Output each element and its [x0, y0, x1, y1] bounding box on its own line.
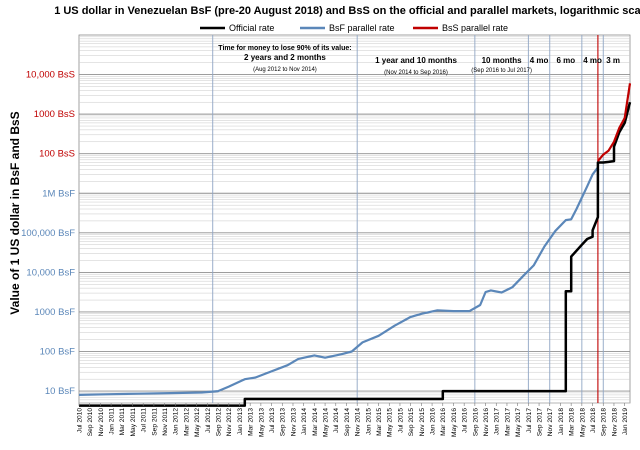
x-axis-ticks: Jul 2010 Sep 2010 Nov 2010 Jan 2011 Mar 2011…	[76, 403, 629, 437]
x-tick-label: Jul 2011	[141, 408, 148, 433]
y-tick-label: 10,000 BsS	[26, 70, 75, 81]
annotation-duration: 1 year and 10 months	[375, 56, 457, 65]
x-tick-label: May 2017	[515, 408, 522, 437]
x-tick-label: Nov 2014	[355, 408, 362, 437]
x-tick-label: Jan 2015	[365, 408, 372, 435]
y-tick-label: 10,000 BsF	[26, 267, 75, 278]
y-tick-label: 1M BsF	[42, 188, 75, 199]
x-tick-label: Jul 2010	[76, 408, 83, 433]
x-tick-label: Jul 2016	[462, 408, 469, 433]
annotation-range: (Sep 2016 to Jul 2017)	[471, 68, 532, 74]
x-tick-label: Jan 2011	[109, 408, 116, 435]
series-line-bss	[597, 83, 632, 162]
x-tick-label: Mar 2013	[248, 408, 255, 436]
y-tick-label: 100 BsF	[40, 347, 76, 358]
legend: Official rate BsF parallel rate BsS para…	[200, 23, 508, 33]
x-tick-label: Nov 2010	[98, 408, 105, 437]
x-tick-label: Mar 2015	[376, 408, 383, 436]
annotation-duration: 4 mo	[530, 56, 549, 65]
annotation-duration: 6 mo	[556, 56, 575, 65]
x-tick-label: Sep 2014	[344, 408, 351, 437]
x-tick-label: Mar 2014	[312, 408, 319, 436]
x-tick-label: Sep 2011	[151, 408, 158, 436]
x-tick-label: Jan 2019	[622, 408, 629, 435]
annotation-duration: 4 mo	[583, 56, 602, 65]
x-tick-label: Sep 2010	[87, 408, 94, 437]
x-tick-label: Jul 2014	[333, 408, 340, 433]
annotations: Time for money to lose 90% of its value:…	[218, 45, 620, 76]
series-line-official	[79, 101, 632, 407]
plot-area	[78, 34, 631, 404]
x-tick-label: Nov 2017	[547, 408, 554, 437]
annotation-duration: 2 years and 2 months	[244, 53, 326, 62]
x-tick-label: Jan 2017	[494, 408, 501, 435]
x-tick-label: Jul 2018	[590, 408, 597, 433]
x-tick-label: Sep 2016	[472, 408, 479, 437]
x-tick-label: Mar 2018	[569, 408, 576, 436]
series-layer	[78, 83, 632, 407]
x-tick-label: Mar 2012	[183, 408, 190, 436]
x-tick-label: May 2012	[194, 408, 201, 437]
x-tick-label: Sep 2013	[280, 408, 287, 437]
x-tick-label: Jul 2012	[205, 408, 212, 433]
x-tick-label: Sep 2015	[408, 408, 415, 437]
x-tick-label: May 2015	[387, 408, 394, 437]
annotation-title: Time for money to lose 90% of its value:	[218, 45, 351, 52]
x-tick-label: May 2011	[130, 408, 137, 437]
x-tick-label: Jul 2015	[397, 408, 404, 433]
x-tick-label: May 2013	[258, 408, 265, 437]
x-tick-label: Nov 2013	[290, 408, 297, 437]
annotation-range: (Aug 2012 to Nov 2014)	[253, 67, 317, 73]
x-tick-label: Mar 2016	[440, 408, 447, 436]
x-tick-label: Nov 2016	[483, 408, 490, 437]
x-tick-label: Sep 2017	[537, 408, 544, 437]
x-tick-label: Jan 2014	[301, 408, 308, 435]
y-tick-label: 1000 BsS	[34, 109, 75, 120]
y-tick-label: 100 BsS	[39, 149, 75, 160]
x-tick-label: Nov 2015	[419, 408, 426, 437]
x-tick-label: Sep 2012	[216, 408, 223, 437]
x-tick-label: Jul 2017	[526, 408, 533, 433]
x-tick-label: Sep 2018	[601, 408, 608, 437]
y-tick-label: 10 BsF	[45, 386, 75, 397]
y-tick-label: 1000 BsF	[34, 307, 75, 318]
legend-label-bsf: BsF parallel rate	[329, 23, 395, 33]
x-tick-label: Nov 2012	[226, 408, 233, 437]
annotation-range: (Nov 2014 to Sep 2016)	[384, 70, 448, 76]
y-axis-label: Value of 1 US dollar in BsF and BsS	[8, 111, 22, 314]
period-dividers	[212, 35, 604, 403]
annotation-duration: 10 months	[482, 56, 523, 65]
x-tick-label: Jan 2012	[173, 408, 180, 435]
legend-label-official: Official rate	[229, 23, 274, 33]
x-tick-label: Mar 2011	[119, 408, 126, 436]
x-tick-label: May 2016	[451, 408, 458, 437]
x-tick-label: Mar 2017	[504, 408, 511, 436]
x-tick-label: Jan 2013	[237, 408, 244, 435]
chart-title: 1 US dollar in Venezuelan BsF (pre-20 Au…	[54, 5, 640, 17]
x-tick-label: Nov 2011	[162, 408, 169, 436]
x-tick-label: May 2014	[323, 408, 330, 437]
y-axis-ticks: 10 BsF 100 BsF 1000 BsF 10,000 BsF 100,000 B…	[21, 70, 75, 398]
x-tick-label: Jan 2018	[558, 408, 565, 435]
x-tick-label: Jul 2013	[269, 408, 276, 433]
plot-frame	[78, 34, 631, 404]
y-tick-label: 100,000 BsF	[21, 228, 75, 239]
gridlines	[79, 36, 630, 404]
x-tick-label: Jan 2016	[430, 408, 437, 435]
series-line-bsf	[78, 166, 599, 396]
annotation-duration: 3 m	[606, 56, 620, 65]
legend-label-bss: BsS parallel rate	[442, 23, 508, 33]
x-tick-label: May 2018	[579, 408, 586, 437]
x-tick-label: Nov 2018	[611, 408, 618, 437]
